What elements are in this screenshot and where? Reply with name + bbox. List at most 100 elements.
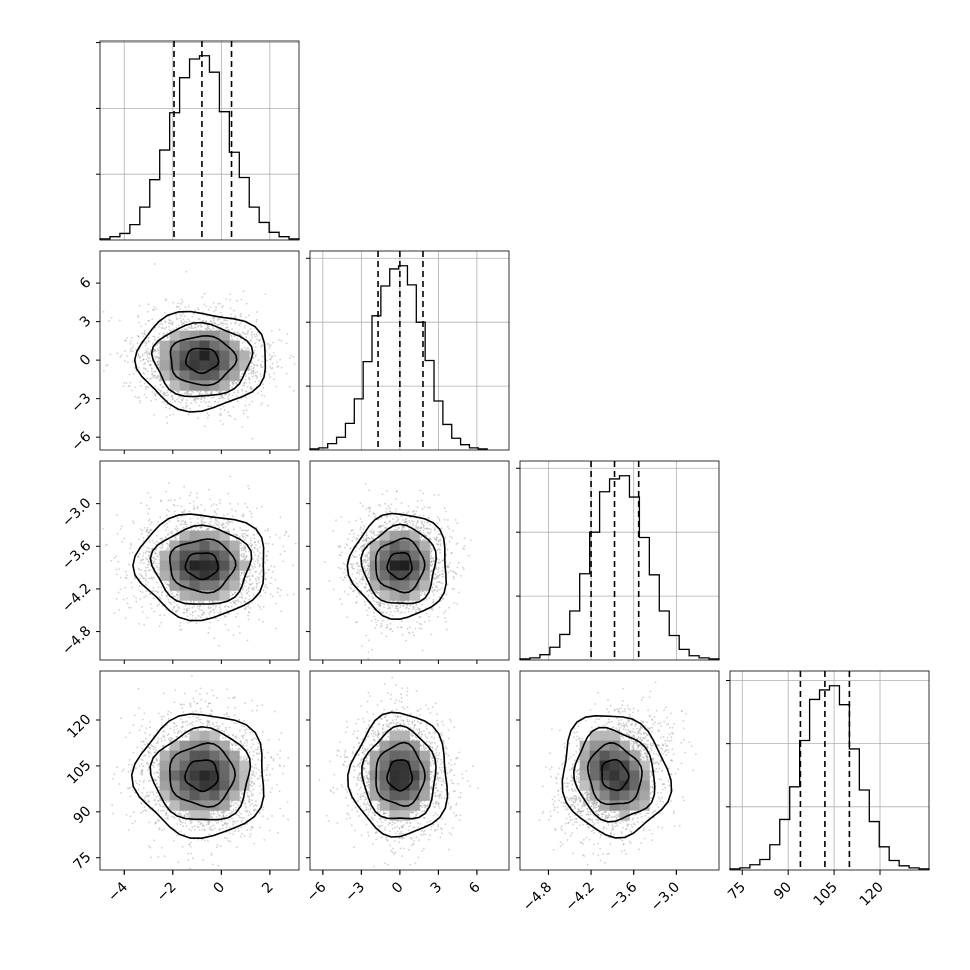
sample-point — [270, 367, 273, 370]
sample-point — [260, 375, 263, 378]
sample-point — [167, 321, 170, 324]
sample-point — [248, 377, 251, 380]
sample-point — [207, 327, 210, 330]
sample-point — [188, 320, 191, 323]
sample-point — [213, 310, 216, 313]
density-cell — [209, 330, 220, 341]
sample-point — [219, 412, 222, 415]
sample-point — [161, 591, 164, 593]
sample-point — [244, 327, 246, 329]
sample-point — [208, 405, 211, 408]
sample-point — [186, 328, 188, 331]
sample-point — [203, 397, 206, 400]
sample-point — [237, 380, 239, 383]
sample-point — [207, 393, 209, 395]
sample-point — [200, 325, 203, 328]
sample-point — [116, 532, 119, 535]
sample-point — [134, 386, 137, 389]
sample-point — [130, 582, 133, 584]
sample-point — [149, 351, 151, 353]
sample-point — [179, 317, 182, 319]
sample-point — [158, 364, 161, 367]
sample-point — [151, 370, 153, 373]
sample-point — [288, 385, 291, 388]
sample-point — [146, 616, 149, 619]
sample-point — [158, 366, 160, 369]
sample-point — [226, 323, 229, 326]
sample-point — [181, 300, 184, 303]
sample-point — [198, 404, 201, 407]
sample-point — [138, 304, 141, 307]
sample-point — [197, 324, 200, 327]
sample-point — [240, 315, 242, 318]
sample-point — [256, 375, 259, 378]
sample-point — [199, 390, 202, 393]
sample-point — [255, 377, 258, 380]
sample-point — [233, 391, 236, 394]
sample-point — [261, 394, 263, 397]
sample-point — [152, 353, 155, 355]
sample-point — [168, 325, 171, 328]
sample-point — [140, 325, 143, 328]
sample-point — [227, 326, 229, 328]
sample-point — [292, 593, 295, 596]
sample-point — [149, 364, 152, 366]
sample-point — [185, 402, 188, 404]
sample-point — [138, 585, 141, 587]
sample-point — [142, 358, 145, 361]
sample-point — [258, 339, 261, 342]
sample-point — [145, 530, 148, 533]
sample-point — [147, 360, 149, 363]
sample-point — [154, 394, 157, 396]
sample-point — [141, 355, 144, 357]
sample-point — [264, 561, 267, 564]
sample-point — [185, 405, 187, 408]
sample-point — [237, 391, 240, 394]
sample-point — [302, 569, 304, 571]
sample-point — [249, 607, 252, 609]
sample-point — [234, 322, 237, 324]
sample-point — [176, 390, 179, 393]
sample-point — [113, 612, 116, 615]
density-cell — [219, 350, 230, 361]
sample-point — [153, 393, 155, 395]
sample-point — [135, 600, 138, 603]
sample-point — [235, 381, 238, 384]
sample-point — [223, 514, 225, 517]
sample-point — [169, 405, 172, 408]
sample-point — [247, 376, 250, 379]
sample-point — [186, 399, 188, 402]
sample-point — [273, 378, 275, 380]
density-cell — [179, 360, 190, 371]
sample-point — [195, 323, 198, 326]
sample-point — [266, 554, 268, 557]
sample-point — [244, 332, 246, 335]
sample-point — [128, 606, 131, 609]
sample-point — [259, 608, 262, 611]
sample-point — [215, 309, 217, 311]
sample-point — [157, 349, 160, 352]
sample-point — [278, 339, 281, 341]
sample-point — [139, 401, 142, 404]
sample-point — [244, 333, 247, 335]
sample-point — [250, 353, 252, 355]
sample-point — [192, 327, 194, 330]
sample-point — [241, 373, 244, 375]
sample-point — [250, 388, 252, 391]
sample-point — [231, 381, 234, 384]
sample-point — [214, 400, 217, 403]
sample-point — [121, 525, 123, 528]
sample-point — [120, 354, 123, 357]
sample-point — [152, 376, 154, 379]
sample-point — [244, 375, 247, 377]
sample-point — [223, 409, 226, 412]
sample-point — [206, 328, 209, 331]
sample-point — [241, 388, 244, 391]
sample-point — [144, 323, 147, 326]
sample-point — [119, 588, 122, 591]
sample-point — [242, 412, 245, 415]
sample-point — [206, 326, 209, 329]
sample-point — [170, 323, 172, 325]
sample-point — [156, 375, 159, 377]
sample-point — [117, 560, 120, 563]
